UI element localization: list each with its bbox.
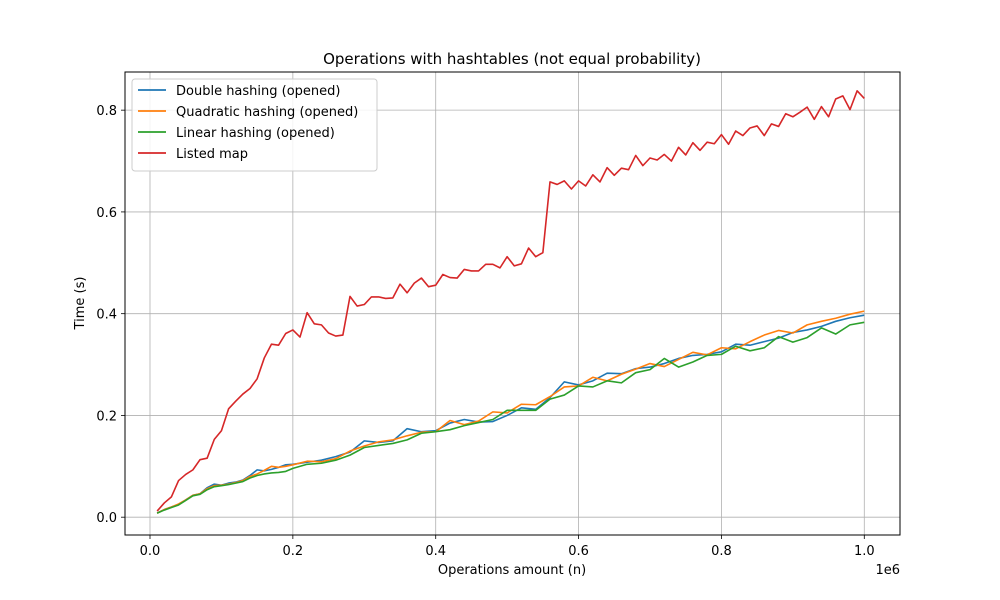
- y-tick-label: 0.2: [96, 409, 117, 424]
- series-layer: [156, 90, 865, 514]
- y-tick-label: 0.8: [96, 104, 117, 119]
- y-axis-label: Time (s): [73, 277, 88, 331]
- legend-entry: Double hashing (opened): [176, 84, 341, 99]
- y-tick-label: 0.4: [96, 308, 117, 323]
- legend-entry: Linear hashing (opened): [176, 126, 335, 141]
- x-tick-label: 1.0: [854, 544, 875, 559]
- grid: [125, 72, 900, 535]
- plot-frame: [124, 71, 901, 536]
- x-tick-label: 0.0: [140, 544, 161, 559]
- legend-entry: Listed map: [176, 147, 248, 162]
- x-axis-offset-label: 1e6: [875, 563, 900, 578]
- legend: Double hashing (opened) Quadratic hashing…: [131, 78, 378, 172]
- axis-ticks: 0.0 0.2 0.4 0.6 0.8 1.0 0.0 0.2 0.4 0.6 0.8: [96, 104, 874, 559]
- x-tick-label: 0.2: [283, 544, 304, 559]
- legend-box: [131, 78, 378, 172]
- series-line-3: [156, 90, 865, 512]
- series-line-2: [156, 321, 865, 514]
- y-tick-label: 0.6: [96, 206, 117, 221]
- legend-entry: Quadratic hashing (opened): [176, 105, 358, 120]
- chart-title: Operations with hashtables (not equal pr…: [323, 50, 701, 68]
- x-tick-label: 0.6: [568, 544, 589, 559]
- x-tick-label: 0.8: [711, 544, 732, 559]
- x-tick-label: 0.4: [425, 544, 446, 559]
- y-tick-label: 0.0: [96, 511, 117, 526]
- x-axis-label: Operations amount (n): [438, 563, 586, 578]
